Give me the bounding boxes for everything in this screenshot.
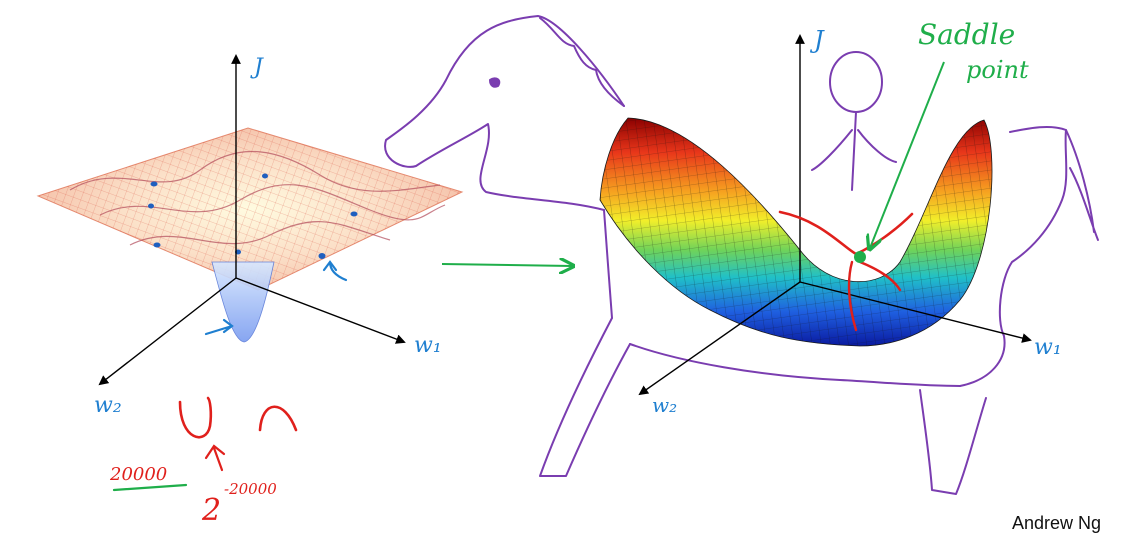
saddle-pointer-line xyxy=(870,61,945,248)
horse-chest xyxy=(603,209,613,319)
green-transition-arrow xyxy=(441,264,572,266)
saddle-label-line2: point xyxy=(966,56,1029,84)
left-axis-w1-label: w₁ xyxy=(414,333,442,358)
author-credit: Andrew Ng xyxy=(1011,513,1101,533)
horse-head xyxy=(384,15,625,211)
left-notes: 20000 2 -20000 xyxy=(109,396,298,528)
left-minimum-bowl xyxy=(211,261,275,343)
saddle-mesh-grid xyxy=(600,118,992,346)
right-axis-j-label: J xyxy=(809,26,825,54)
saddle-point-marker xyxy=(854,251,866,263)
horse-hind-leg xyxy=(919,389,987,495)
stick-figure-rider xyxy=(811,51,897,191)
right-axis-w2 xyxy=(638,281,801,396)
right-axis-w2-label: w₂ xyxy=(652,393,677,417)
horse-belly xyxy=(629,343,961,387)
rider-body xyxy=(811,111,897,191)
left-axis-w2-label: w₂ xyxy=(94,393,122,418)
left-optima-dots xyxy=(148,173,358,259)
horse-front-leg xyxy=(539,317,631,477)
left-minimum-pointer xyxy=(204,318,234,336)
notes-number: 20000 xyxy=(109,464,167,485)
saddle-label-line1: Saddle xyxy=(918,18,1015,51)
red-u-shape xyxy=(178,396,213,439)
horse-mane xyxy=(539,17,625,107)
notes-exponent: -20000 xyxy=(224,480,277,498)
notes-number-underline xyxy=(112,483,188,492)
red-cap-shape xyxy=(258,405,298,432)
left-dot-pointer xyxy=(322,260,348,282)
horse-eye xyxy=(489,77,501,88)
right-axis-w1-label: w₁ xyxy=(1034,335,1062,360)
right-axis-w1 xyxy=(799,281,1032,343)
horse-doodle xyxy=(384,15,1099,495)
rider-head xyxy=(829,51,883,113)
left-mesh-grid xyxy=(38,128,462,290)
notes-base: 2 xyxy=(201,493,221,528)
red-saddle-cross xyxy=(847,260,902,332)
left-axis-j-label: J xyxy=(250,55,264,80)
saddle-surface xyxy=(599,117,993,347)
left-axis-w2 xyxy=(98,277,237,386)
horse-tail xyxy=(1065,129,1099,241)
left-surface-plot: J w₁ w₂ xyxy=(36,54,464,418)
saddle-annotations: Saddle point xyxy=(778,18,1029,332)
right-axes: J w₁ w₂ xyxy=(638,26,1062,417)
red-up-arrow xyxy=(204,444,226,472)
left-ridge-lines xyxy=(69,150,446,246)
left-axis-w1 xyxy=(235,277,406,344)
